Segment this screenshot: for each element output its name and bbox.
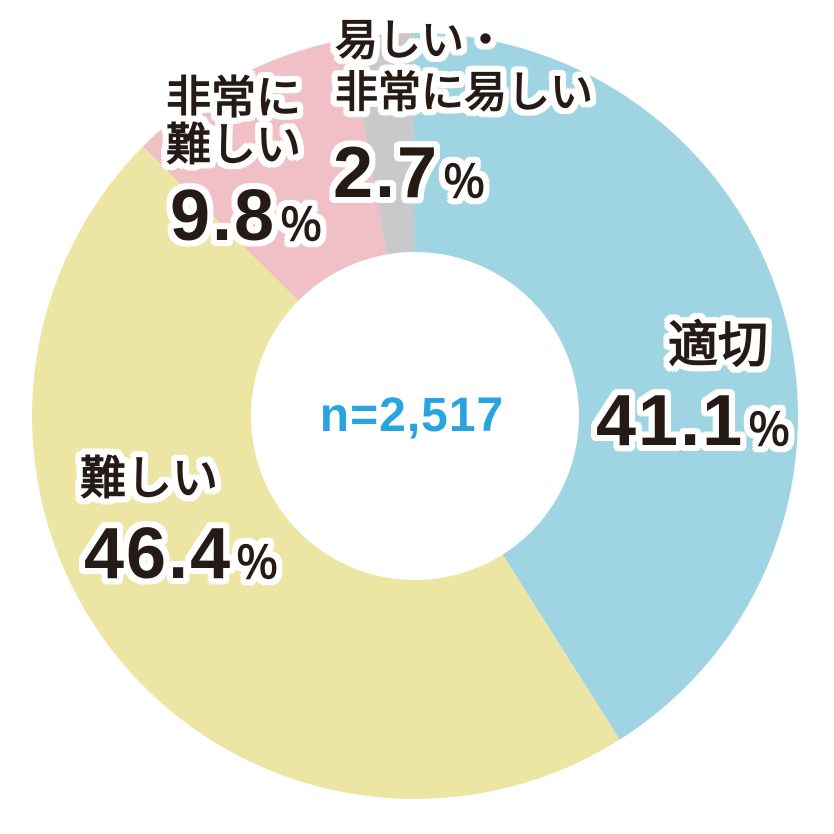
slice-value-appropriate-percent-sign: ％ [747, 406, 792, 455]
slice-value-easy-percent-sign: ％ [442, 158, 487, 207]
slice-value-difficult-number: 46.4 [84, 514, 233, 594]
slice-value-appropriate: 41.1％ [596, 385, 791, 457]
slice-value-very-difficult: 9.8％ [170, 180, 323, 252]
slice-label-appropriate-line1: 適切 [668, 317, 768, 373]
slice-value-easy-number: 2.7 [333, 133, 440, 213]
slice-value-difficult-percent-sign: ％ [235, 539, 280, 588]
slice-label-difficult: 難しい [80, 455, 218, 501]
slice-label-very-difficult-line1: 非常に [166, 72, 302, 123]
slice-value-appropriate-number: 41.1 [596, 381, 745, 461]
slice-value-very-difficult-percent-sign: ％ [279, 201, 324, 250]
pie-slice-appropriate [413, 32, 799, 740]
sample-size-label: n=2,517 [319, 389, 505, 442]
slice-label-appropriate: 適切 [668, 320, 768, 370]
slice-value-easy: 2.7％ [333, 137, 486, 209]
pie-slice-difficult [32, 146, 620, 799]
pie-slice-very-difficult [142, 38, 387, 301]
pie-slice-easy [348, 33, 415, 255]
slice-label-easy-line1: 易しい・ [335, 17, 507, 65]
slice-label-very-difficult-line2: 難しい [166, 119, 302, 171]
slice-label-very-difficult: 非常に 難しい [166, 74, 301, 169]
slice-label-difficult-line1: 難しい [80, 452, 218, 504]
slice-label-easy: 易しい・ 非常に易しい [335, 16, 593, 119]
slice-value-difficult: 46.4％ [84, 518, 279, 590]
slice-label-easy-line2: 非常に易しい [335, 68, 593, 117]
slice-value-very-difficult-number: 9.8 [170, 176, 277, 256]
